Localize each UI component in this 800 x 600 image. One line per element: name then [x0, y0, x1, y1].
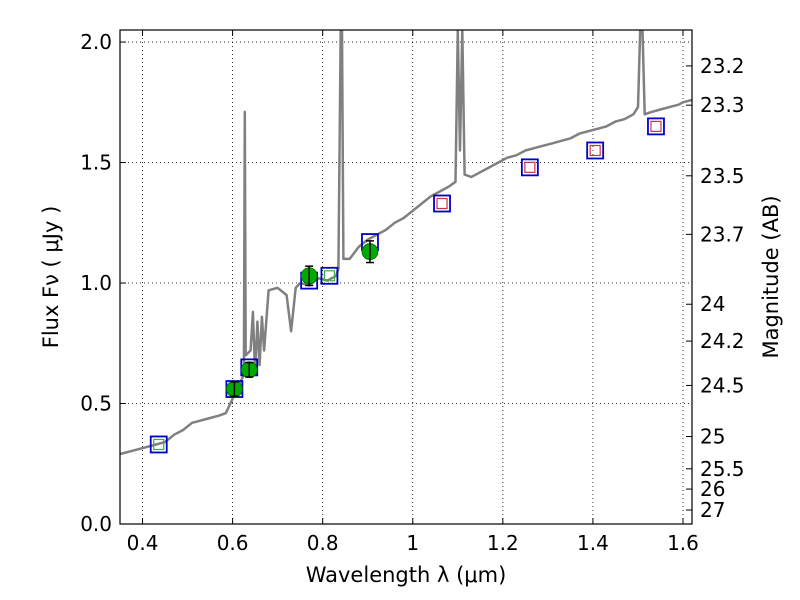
model-square	[320, 266, 339, 285]
x-tick-label: 1.6	[667, 531, 699, 555]
x-tick-label: 0.6	[217, 531, 249, 555]
model-square	[520, 158, 539, 177]
plot-area	[120, 30, 692, 456]
inner-square	[436, 197, 448, 210]
mag-tick-label: 26	[700, 477, 725, 501]
y-tick-label: 0.5	[80, 392, 112, 416]
spectrum-line	[120, 30, 692, 456]
x-tick-label: 1	[406, 531, 419, 555]
plot-frame	[119, 29, 693, 525]
inner-square	[323, 270, 336, 282]
inner-square	[153, 438, 165, 451]
x-tick-label: 1.2	[487, 531, 519, 555]
mag-tick-label: 24.5	[700, 373, 745, 397]
y-tick-label: 1.0	[80, 271, 112, 295]
mag-tick-label: 23.2	[700, 54, 745, 78]
x-axis-label: Wavelength λ (μm)	[306, 563, 507, 587]
x-tick-label: 1.4	[577, 531, 609, 555]
ticks: 0.4 0.6 0.8 1 1.2 1.4 1.6 0.0 0.5 1.0 1.5 2.0 23.2 23…	[80, 30, 745, 555]
inner-square	[524, 161, 536, 173]
y-tick-label: 1.5	[80, 151, 112, 175]
mag-tick-label: 27	[700, 498, 725, 522]
inner-square	[589, 144, 601, 157]
model-square	[647, 117, 665, 136]
model-square	[586, 141, 605, 160]
x-tick-label: 0.8	[307, 531, 339, 555]
mag-tick-label: 24.2	[700, 329, 745, 353]
x-tick-label: 0.4	[127, 531, 159, 555]
model-square	[149, 435, 168, 454]
mag-tick-label: 23.5	[700, 164, 745, 188]
mag-tick-label: 23.3	[700, 93, 745, 117]
mag-tick-label: 23.7	[700, 222, 745, 246]
y-tick-label: 0.0	[80, 512, 112, 536]
mag-tick-label: 24	[700, 292, 725, 316]
model-square	[433, 194, 451, 213]
y-tick-label: 2.0	[80, 30, 112, 54]
grid	[120, 30, 692, 525]
mag-tick-label: 25	[700, 425, 725, 449]
inner-square	[650, 120, 662, 132]
y-axis-label: Flux Fν ( μJy )	[39, 206, 63, 349]
mag-tick-label: 25.5	[700, 457, 745, 481]
right-axis-label: Magnitude (AB)	[759, 195, 783, 358]
